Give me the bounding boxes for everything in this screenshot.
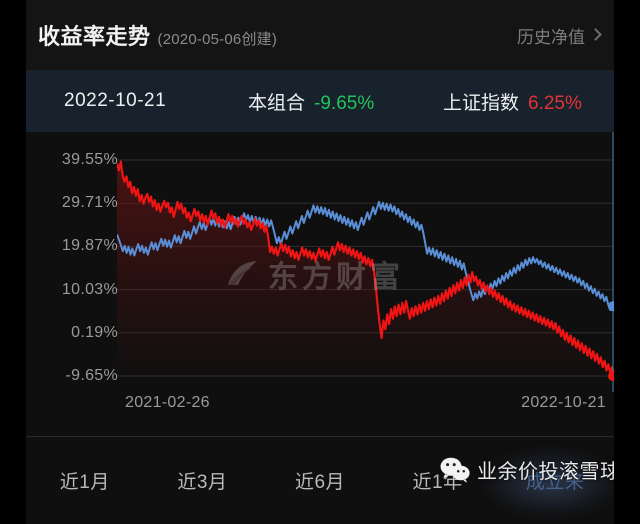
- range-tab-2[interactable]: 近3月: [177, 472, 228, 493]
- portfolio-area-fill: [117, 161, 614, 376]
- portfolio-label: 本组合: [248, 92, 306, 114]
- x-axis-start-label: 2021-02-26: [125, 394, 210, 411]
- wechat-account-name: 业余价投滚雪球: [477, 461, 621, 483]
- range-tab-3[interactable]: 近6月: [294, 472, 346, 493]
- page-title: 收益率走势: [38, 24, 151, 49]
- y-axis-tick-label: 10.03%: [61, 280, 118, 298]
- index-value: 6.25%: [528, 92, 582, 114]
- left-gutter: [0, 0, 26, 524]
- header-title-group: 收益率走势 (2020-05-06创建): [38, 19, 517, 51]
- y-axis-labels: 39.55% 29.71% 19.87% 10.03% 0.19% -9.65%: [26, 132, 118, 392]
- chevron-right-icon: [589, 28, 602, 41]
- wechat-account-overlay: 业余价投滚雪球: [440, 455, 621, 484]
- creation-date-label: (2020-05-06创建): [157, 31, 278, 48]
- x-axis-labels: 2021-02-26 2022-10-21: [117, 388, 614, 422]
- index-label: 上证指数: [443, 92, 520, 114]
- tabs-divider: [26, 436, 614, 437]
- x-axis-end-label: 2022-10-21: [521, 394, 606, 411]
- portfolio-line-series: [117, 162, 614, 376]
- tooltip-info-bar: 2022-10-21 本组合 -9.65% 上证指数 6.25%: [26, 70, 614, 132]
- card-header: 收益率走势 (2020-05-06创建) 历史净值: [26, 0, 614, 70]
- chart-container[interactable]: 39.55% 29.71% 19.87% 10.03% 0.19% -9.65% 东方财富…: [26, 132, 614, 436]
- index-return-group: 上证指数 6.25%: [443, 88, 582, 115]
- y-axis-tick-label: 0.19%: [71, 323, 118, 341]
- index-end-marker: [608, 301, 614, 312]
- y-axis-tick-label: 19.87%: [61, 237, 118, 255]
- history-nav-link[interactable]: 历史净值: [517, 23, 602, 48]
- tooltip-date: 2022-10-21: [64, 90, 167, 111]
- portfolio-end-marker: [608, 371, 614, 381]
- line-chart-svg: [117, 132, 614, 392]
- y-axis-tick-label: 39.55%: [61, 151, 118, 168]
- portfolio-return-group: 本组合 -9.65%: [248, 88, 374, 115]
- y-axis-tick-label: 29.71%: [61, 194, 118, 212]
- plot-area[interactable]: [117, 132, 614, 392]
- portfolio-value: -9.65%: [314, 92, 375, 114]
- y-axis-tick-label: -9.65%: [65, 367, 118, 384]
- history-nav-label: 历史净值: [517, 27, 585, 47]
- right-gutter: [614, 0, 640, 524]
- wechat-icon: [440, 457, 470, 483]
- index-line-series: [117, 202, 614, 310]
- range-tab-1[interactable]: 近1月: [59, 472, 110, 493]
- range-tab-4[interactable]: 近1年: [412, 472, 463, 493]
